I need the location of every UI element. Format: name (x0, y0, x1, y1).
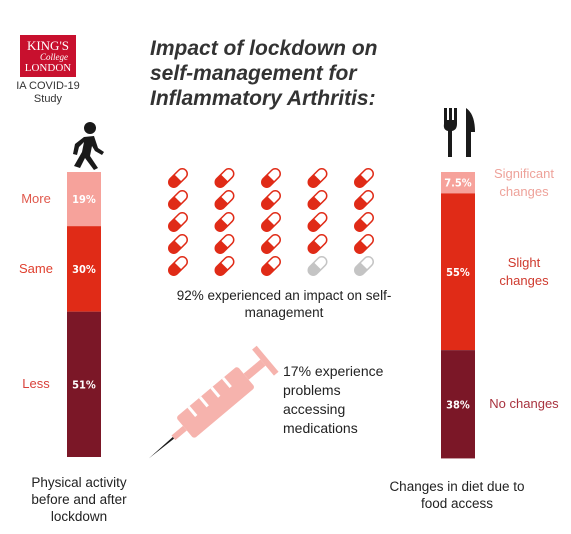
logo-sub: College (40, 52, 68, 62)
pill-half (215, 218, 229, 232)
pill-outline (307, 168, 328, 188)
pill (261, 212, 281, 232)
pill-outline (307, 190, 328, 210)
pill (261, 190, 281, 210)
syringe-icon (148, 345, 279, 459)
pill-half (261, 218, 275, 232)
pill-half (261, 196, 275, 210)
pill (214, 212, 235, 232)
bar-segment (67, 226, 101, 312)
pill (307, 168, 328, 188)
series-name: Less (22, 376, 50, 392)
pill-outline (214, 212, 235, 232)
caption: Physical activity before and after lockd… (31, 475, 127, 524)
pill-half (354, 218, 368, 232)
pill (261, 234, 281, 254)
icons-affected (168, 168, 374, 276)
title: Impact of lockdown on self-management fo… (150, 37, 378, 110)
value-label: 51% (72, 378, 96, 391)
study-label: IA COVID-19 Study (16, 80, 80, 105)
pill-half (168, 196, 182, 210)
pill (168, 256, 188, 276)
pill (214, 190, 235, 210)
pill (307, 234, 328, 254)
pill-half (215, 196, 229, 210)
pill-outline (307, 212, 328, 232)
pill-outline (168, 190, 188, 210)
pill-outline (261, 256, 281, 276)
pill (214, 168, 235, 188)
pill-outline (261, 190, 281, 210)
pill (354, 212, 374, 232)
caption: 92% experienced an impact on self-manage… (176, 288, 392, 320)
pill-half (261, 240, 275, 254)
pill-half (261, 262, 275, 276)
walk-icon (73, 122, 104, 170)
medication-note: 17% experience problems accessing medica… (283, 363, 384, 436)
bar-segment (67, 311, 101, 457)
pill-half (354, 174, 368, 188)
pill (168, 168, 188, 188)
series-name: Significant changes (494, 165, 554, 199)
pill-outline (214, 190, 235, 210)
pill-half (168, 240, 182, 254)
pill (354, 190, 374, 210)
icons-unaffected (307, 256, 374, 276)
pill-outline (261, 234, 281, 254)
pill-half (308, 196, 322, 210)
pill (214, 234, 235, 254)
bar-segment (441, 193, 475, 351)
bar-segment (441, 350, 475, 459)
pill (307, 190, 328, 210)
pill-half (354, 240, 368, 254)
pill (354, 168, 374, 188)
pill-half (261, 174, 275, 188)
pill (168, 212, 188, 232)
value-label: 19% (72, 193, 96, 206)
cutlery-icon (443, 108, 475, 157)
value-label: 55% (446, 266, 470, 279)
logo-box (20, 35, 76, 77)
pill (261, 168, 281, 188)
pill (354, 234, 374, 254)
logo-name: KING'S (27, 38, 69, 53)
pill-half (168, 262, 182, 276)
pill (307, 256, 328, 276)
pill-half (308, 262, 322, 276)
pill (307, 212, 328, 232)
pill (354, 256, 374, 276)
pill-half (354, 262, 368, 276)
bar-segment (67, 172, 101, 227)
pill-half (308, 218, 322, 232)
pill-outline (307, 234, 328, 254)
pill-half (215, 262, 229, 276)
pill-outline (261, 212, 281, 232)
pill-half (308, 240, 322, 254)
series-name: Same (19, 260, 53, 276)
pill-outline (307, 256, 328, 276)
series-name: Slight changes (499, 254, 549, 288)
pill-half (354, 196, 368, 210)
series-name: No changes (489, 396, 559, 412)
pill-half (168, 174, 182, 188)
bar-segment (441, 172, 475, 194)
pill-outline (168, 234, 188, 254)
pill (261, 256, 281, 276)
pill (168, 190, 188, 210)
value-label: 30% (72, 263, 96, 276)
logo-city: LONDON (25, 62, 71, 74)
pill (168, 234, 188, 254)
pill (214, 256, 235, 276)
value-label: 7.5% (444, 177, 472, 190)
pill-half (215, 174, 229, 188)
value-label: 38% (446, 398, 470, 411)
pill-half (168, 218, 182, 232)
pill-half (308, 174, 322, 188)
pill-outline (168, 212, 188, 232)
caption: Changes in diet due to food access (389, 479, 525, 511)
pill-half (215, 240, 229, 254)
series-name: More (21, 191, 51, 207)
